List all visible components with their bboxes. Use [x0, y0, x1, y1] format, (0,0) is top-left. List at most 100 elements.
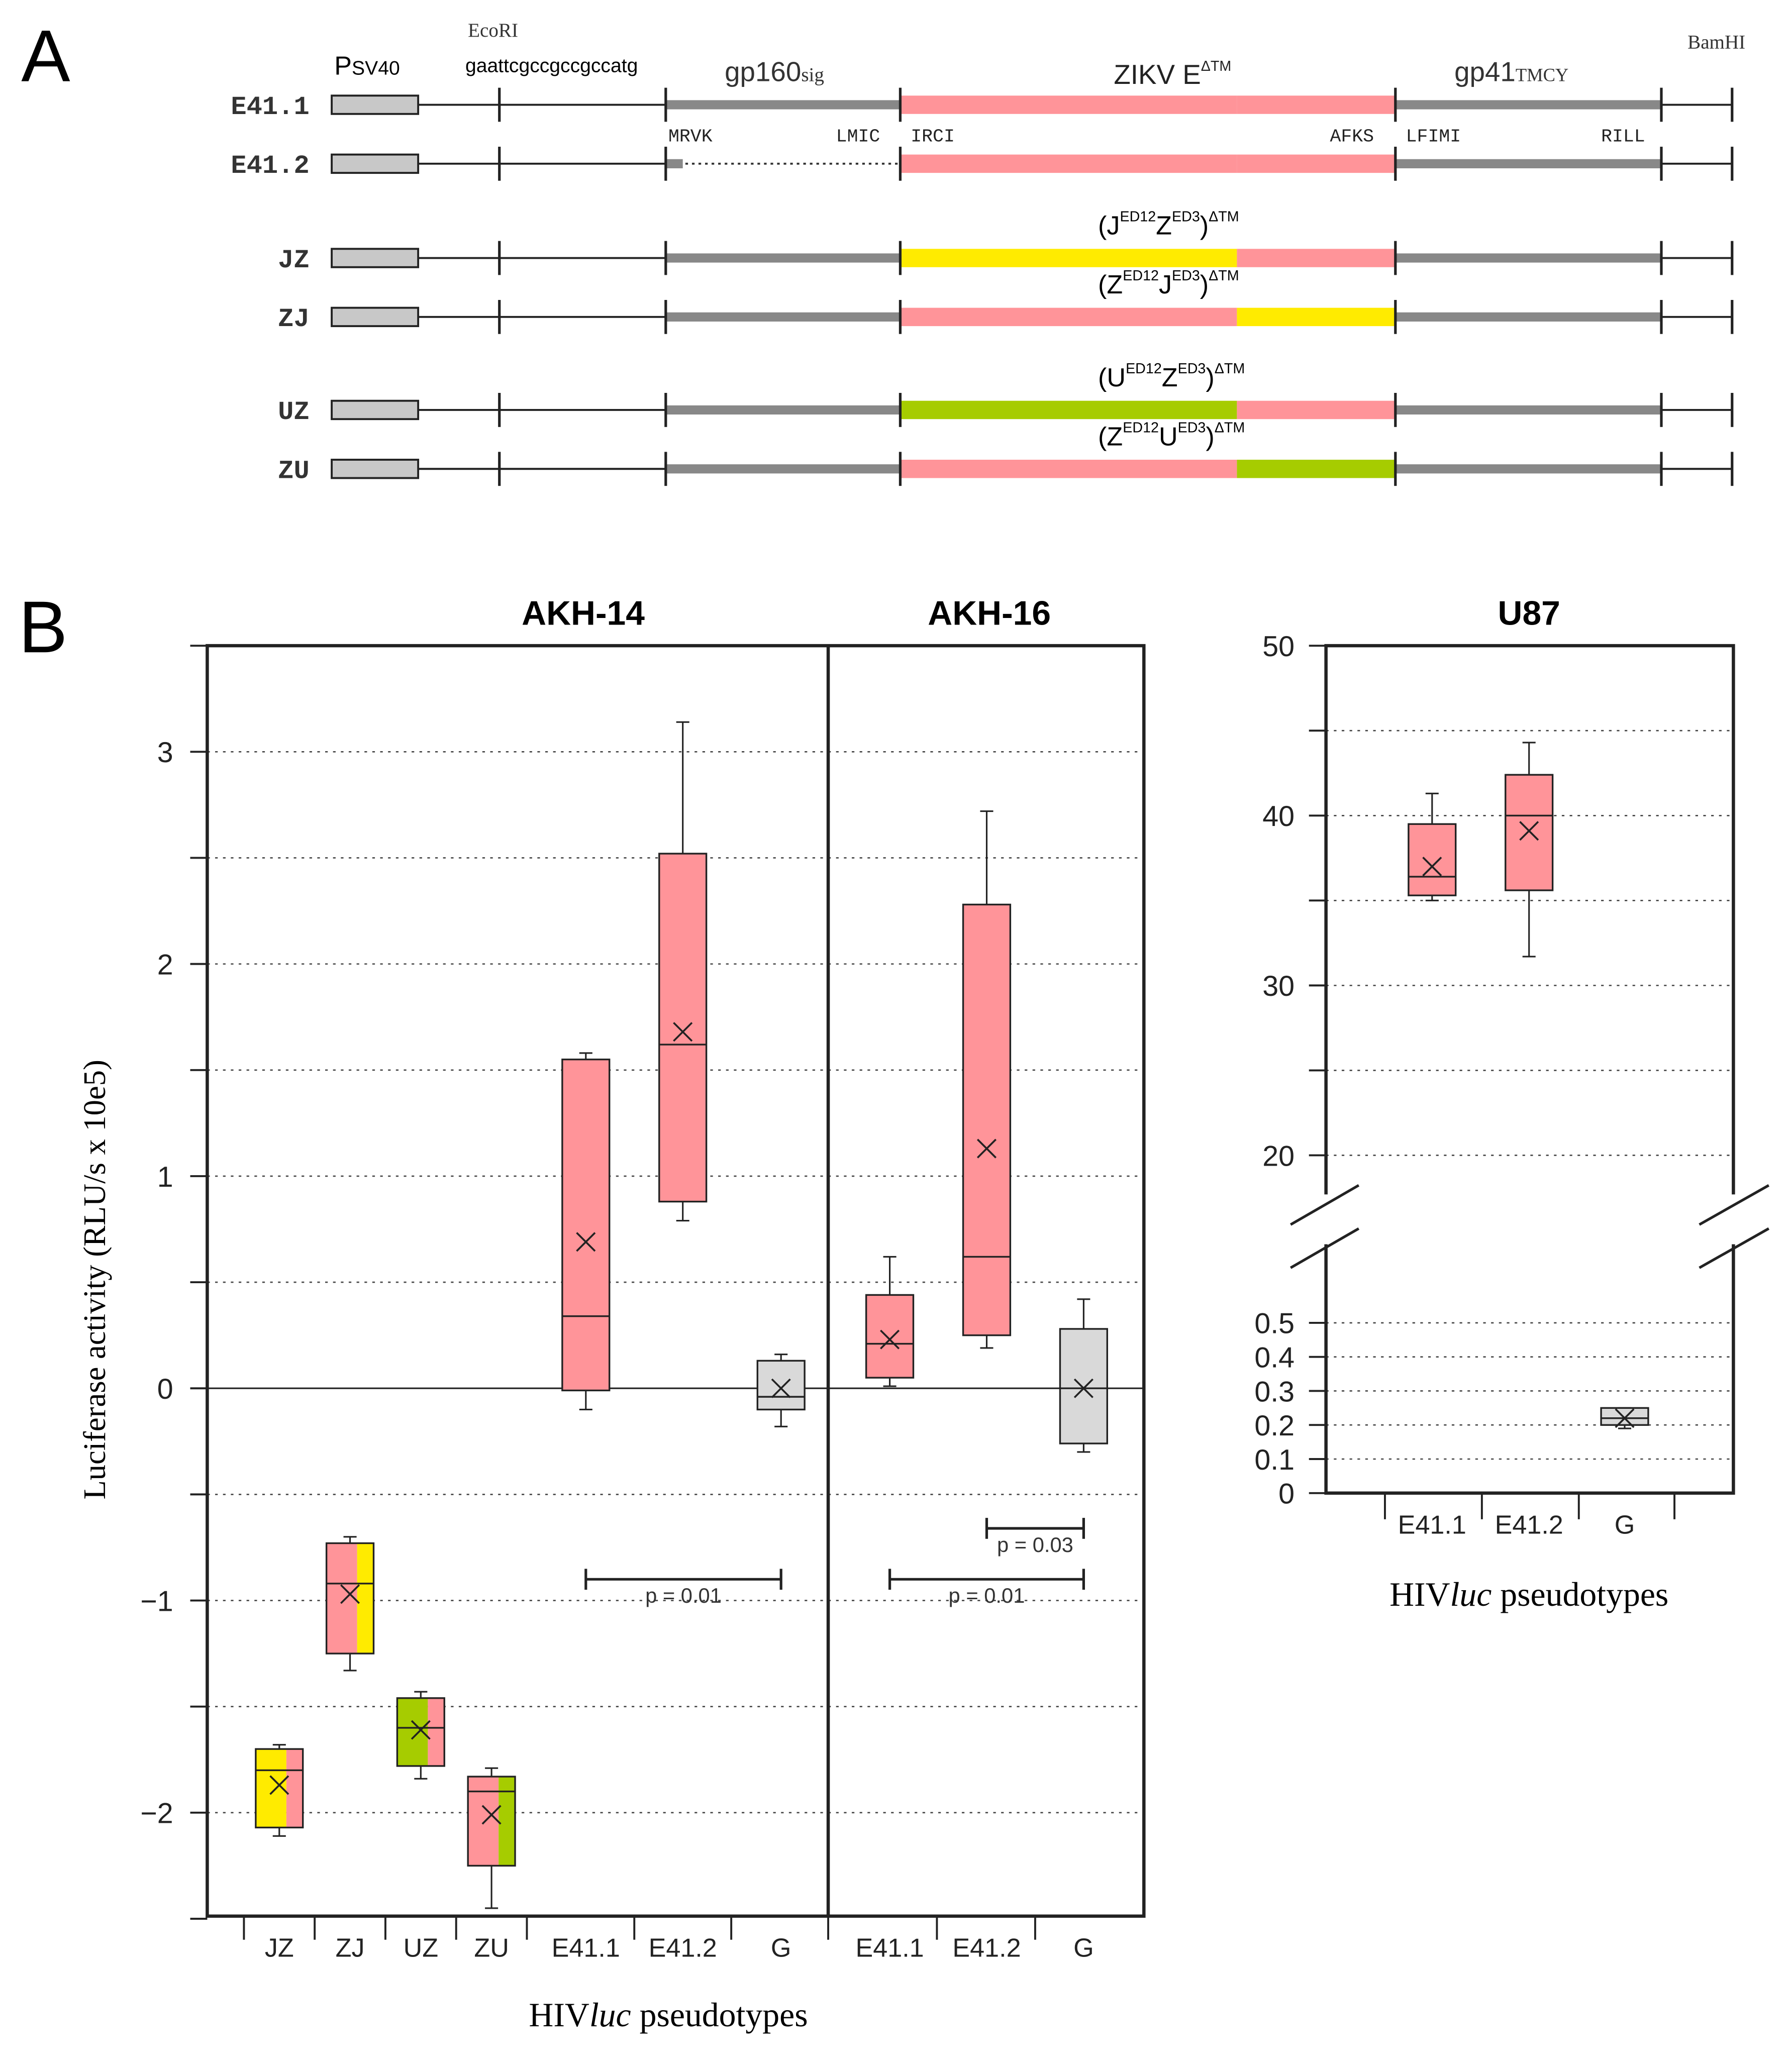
chimera-label: (UED12ZED3)ΔTM — [1098, 361, 1245, 392]
chimera-label-part: ) — [1206, 422, 1214, 451]
box-fill — [1601, 1408, 1648, 1425]
y-tick-label: −2 — [140, 1798, 173, 1830]
construct-maps: E41.1E41.2JZ(JED12ZED3)ΔTMZJ(ZED12JED3)Δ… — [231, 87, 1734, 486]
chimera-label-part: ED12 — [1120, 209, 1156, 225]
promoter-box — [331, 459, 420, 479]
box-fill — [963, 904, 1011, 1335]
chimera-label-part: ( — [1098, 212, 1107, 241]
motif-labels: MRVK LMIC IRCI AFKS LFIMI RILL — [668, 127, 1645, 147]
akh-box-plot: 3 2 1 0 −1 −2 AKH-14 JZ ZJ UZ ZU E41.1 E41.2 Gp = 0.0… — [140, 594, 1146, 1963]
chimera-label-part: ( — [1098, 270, 1107, 299]
x-tick-label: G — [1073, 1934, 1094, 1963]
group-title: AKH-14 — [522, 594, 645, 632]
y-tick-label: 0.2 — [1254, 1410, 1295, 1442]
construct-name: E41.2 — [231, 151, 309, 181]
box-outline — [865, 1294, 915, 1379]
group-akh-16: AKH-16 E41.1 E41.2 Gp = 0.03 p = 0.01 — [855, 594, 1109, 1963]
chimera-label-part: U — [1107, 363, 1126, 392]
significance-bracket: p = 0.01 — [584, 1569, 782, 1607]
y-axis-label: Luciferase activity (RLU/s x 10e5) — [77, 1060, 112, 1499]
motif-label: AFKS — [1330, 127, 1374, 147]
y-tick-label: 50 — [1262, 631, 1295, 663]
motif-label: LFIMI — [1406, 127, 1461, 147]
y-tick-label: 0.3 — [1254, 1376, 1295, 1408]
chimera-label-part: Z — [1107, 422, 1123, 451]
bamhi-label: BamHI — [1687, 31, 1745, 53]
chimera-label-part: ΔTM — [1215, 420, 1245, 436]
gp160-label: gp160sig — [725, 56, 824, 87]
chimera-label-part: ED12 — [1126, 361, 1162, 377]
mean-marker — [1615, 1408, 1635, 1428]
x-tick-label: ZU — [474, 1934, 509, 1963]
construct-row: ZU (ZED12UED3)ΔTM — [278, 420, 1734, 486]
panel-b-label: B — [19, 586, 67, 668]
box-outline — [1408, 823, 1457, 896]
x-tick-label: E41.2 — [1495, 1511, 1563, 1540]
group-akh-14: AKH-14 JZ ZJ UZ ZU E41.1 E41.2 Gp = 0.01 — [255, 594, 806, 1963]
y-tick-label: 40 — [1262, 800, 1295, 833]
chimera-label-part: ( — [1098, 363, 1107, 392]
y-tick-label: 3 — [157, 737, 173, 769]
x-tick-label: G — [771, 1934, 791, 1963]
p-value-label: p = 0.03 — [997, 1533, 1073, 1557]
construct-name: ZJ — [278, 304, 310, 334]
plot-frame — [206, 644, 1146, 1918]
chimera-label-part: ED3 — [1178, 420, 1206, 436]
construct-row: ZJ(ZED12JED3)ΔTM — [278, 268, 1734, 334]
mean-marker — [411, 1720, 431, 1740]
box-outline — [396, 1697, 445, 1767]
box-g — [756, 1354, 806, 1427]
envelope-domain-left — [900, 307, 1237, 327]
box-outline — [756, 1360, 806, 1411]
y-tick-label: 2 — [157, 949, 173, 981]
promoter-box — [331, 153, 420, 174]
box-fill-right — [499, 1777, 516, 1866]
chimera-label-part: ( — [1098, 422, 1107, 451]
box-outline — [1505, 774, 1554, 891]
group-title: AKH-16 — [928, 594, 1051, 632]
kozak-sequence: gaattcgccgccgccatg — [465, 55, 638, 76]
axis-break-mark — [1289, 1184, 1360, 1226]
box-fill — [1060, 1328, 1108, 1444]
significance-bracket: p = 0.01 — [888, 1569, 1085, 1607]
x-tick-label: ZJ — [336, 1934, 365, 1963]
box-fill-left — [468, 1777, 499, 1866]
chimera-label-part: ED12 — [1123, 420, 1159, 436]
box-fill-right — [286, 1749, 303, 1828]
chimera-label: (ZED12UED3)ΔTM — [1098, 420, 1245, 451]
x-tick-label: E41.2 — [952, 1934, 1021, 1963]
box-fill — [1408, 824, 1456, 896]
envelope-domain-right — [1237, 400, 1396, 420]
mean-marker — [976, 1138, 997, 1159]
box-fill — [659, 854, 707, 1202]
promoter-label: PSV40 — [334, 52, 400, 81]
box-outline — [561, 1058, 611, 1392]
chimera-label-part: ) — [1206, 363, 1214, 392]
mean-marker — [771, 1378, 791, 1398]
box-e41-1 — [561, 1052, 611, 1411]
construct-row: E41.2 — [231, 146, 1734, 181]
envelope-domain-right — [1237, 95, 1396, 114]
envelope-domain-left — [900, 459, 1237, 478]
chimera-label-part: J — [1107, 212, 1120, 241]
envelope-domain-left — [900, 154, 1237, 173]
promoter-box — [331, 399, 420, 421]
motif-label: RILL — [1601, 127, 1645, 147]
box-jz — [255, 1744, 304, 1837]
zikv-e-label: ZIKV EΔTM — [1114, 58, 1231, 90]
construct-name: JZ — [278, 246, 310, 275]
mean-marker — [1519, 821, 1539, 841]
envelope-domain-left — [900, 249, 1237, 267]
box-e41-2 — [658, 721, 708, 1222]
x-tick-label: E41.2 — [649, 1934, 717, 1963]
mean-marker — [1422, 857, 1442, 877]
construct-name: ZU — [278, 456, 310, 486]
panel-a-label: A — [21, 15, 70, 97]
x-axis-label-main: HIVluc pseudotypes — [529, 1996, 808, 2034]
y-tick-label: 1 — [157, 1161, 173, 1193]
axis-break-mark — [1699, 1184, 1770, 1226]
box-outline — [1059, 1328, 1109, 1444]
mean-marker — [340, 1584, 360, 1604]
box-outline — [467, 1776, 516, 1867]
chimera-label-part: Z — [1156, 212, 1172, 241]
